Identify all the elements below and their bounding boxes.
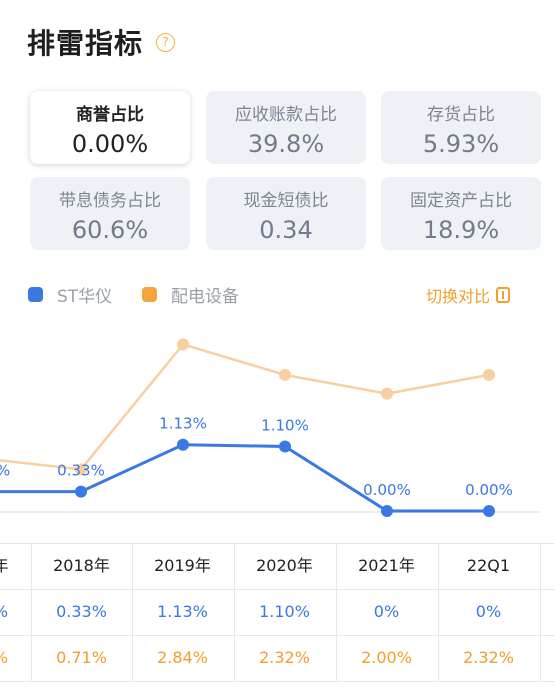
data-point[interactable] bbox=[381, 387, 393, 400]
legend-label: ST华仪 bbox=[57, 287, 113, 307]
table-cell: 2.32% bbox=[259, 648, 310, 667]
data-point[interactable] bbox=[483, 505, 495, 517]
table-cell: 1.13% bbox=[157, 602, 208, 621]
data-label: 1.13% bbox=[159, 415, 207, 433]
metric-label: 固定资产占比 bbox=[410, 191, 512, 211]
metric-label: 现金短债比 bbox=[243, 191, 329, 211]
switch-compare-button[interactable]: 切换对比 bbox=[426, 283, 511, 307]
metric-label: 带息债务占比 bbox=[59, 191, 161, 211]
legend-item-industry[interactable]: 配电设备 bbox=[142, 282, 239, 307]
metric-card[interactable]: 存货占比 5.93% bbox=[381, 91, 541, 164]
table-cell: 0% bbox=[373, 602, 400, 621]
metric-value: 60.6% bbox=[71, 216, 149, 244]
data-point[interactable] bbox=[279, 368, 291, 381]
table-header-cell: 2020年 bbox=[256, 556, 313, 575]
series-line-0 bbox=[0, 443, 489, 513]
line-chart: % 0.33% 1.13% 1.10% 0.00% 0.00% bbox=[0, 338, 540, 517]
data-point[interactable] bbox=[75, 463, 87, 476]
table-cell: 1.10% bbox=[259, 602, 310, 621]
legend-dot-icon bbox=[142, 287, 157, 302]
table-cell: 0.71% bbox=[56, 648, 107, 667]
table-divider bbox=[540, 543, 541, 681]
table-header-cell: 22Q1 bbox=[466, 556, 511, 575]
table-divider bbox=[0, 589, 554, 590]
table-cell: 2.84% bbox=[157, 648, 208, 667]
table-divider bbox=[336, 543, 337, 681]
metric-value: 5.93% bbox=[422, 130, 500, 158]
data-point[interactable] bbox=[177, 438, 189, 451]
metric-value: 0.34 bbox=[259, 216, 313, 244]
table-header-cell: 2021年 bbox=[358, 556, 415, 575]
data-label: 0.00% bbox=[363, 481, 411, 499]
data-label: 0.00% bbox=[465, 481, 513, 499]
data-label: 0.33% bbox=[57, 462, 105, 480]
data-point[interactable] bbox=[75, 485, 87, 498]
table-cell: % bbox=[0, 635, 51, 681]
switch-compare-label: 切换对比 bbox=[426, 287, 491, 306]
data-point[interactable] bbox=[483, 368, 495, 381]
table-divider bbox=[0, 681, 554, 682]
legend-item-st-huayi[interactable]: ST华仪 bbox=[28, 282, 112, 307]
data-label: 1.10% bbox=[261, 416, 309, 434]
metric-value: 39.8% bbox=[247, 130, 325, 158]
table-cell: 2.32% bbox=[463, 648, 514, 667]
series-line-1 bbox=[0, 342, 490, 471]
metric-card[interactable]: 商誉占比 0.00% bbox=[30, 91, 190, 164]
table-cell: 0.33% bbox=[56, 602, 107, 621]
table-cell: 2.00% bbox=[361, 648, 412, 667]
metric-value: 0.00% bbox=[71, 130, 149, 158]
table-divider bbox=[234, 543, 235, 681]
metric-value: 18.9% bbox=[422, 216, 500, 244]
page-title: 排雷指标 bbox=[27, 27, 144, 60]
table-divider bbox=[0, 543, 554, 544]
data-point[interactable] bbox=[381, 505, 393, 517]
data-point[interactable] bbox=[177, 338, 189, 351]
table-cell: 0% bbox=[475, 602, 502, 621]
metric-card[interactable]: 现金短债比 0.34 bbox=[206, 177, 366, 250]
metric-label: 应收账款占比 bbox=[235, 105, 337, 125]
metric-card[interactable]: 应收账款占比 39.8% bbox=[206, 91, 366, 164]
table-cell: % bbox=[0, 589, 51, 635]
question-circle-icon[interactable]: ? bbox=[156, 33, 175, 52]
table-header-cell: 2019年 bbox=[154, 556, 211, 575]
legend-label: 配电设备 bbox=[171, 287, 239, 307]
table-divider bbox=[31, 543, 32, 681]
table-divider bbox=[0, 635, 554, 636]
data-point[interactable] bbox=[279, 440, 291, 453]
table-divider bbox=[132, 543, 133, 681]
legend-dot-icon bbox=[28, 287, 43, 302]
data-label: % bbox=[0, 462, 10, 480]
compare-toggle-icon bbox=[496, 287, 511, 303]
metric-card[interactable]: 带息债务占比 60.6% bbox=[30, 177, 190, 250]
metric-label: 存货占比 bbox=[427, 105, 495, 125]
table-header-cell: 2018年 bbox=[53, 556, 110, 575]
table-divider bbox=[438, 543, 439, 681]
metric-label: 商誉占比 bbox=[76, 105, 144, 125]
metric-card[interactable]: 固定资产占比 18.9% bbox=[381, 177, 541, 250]
table-header-cell: 年 bbox=[0, 556, 9, 575]
